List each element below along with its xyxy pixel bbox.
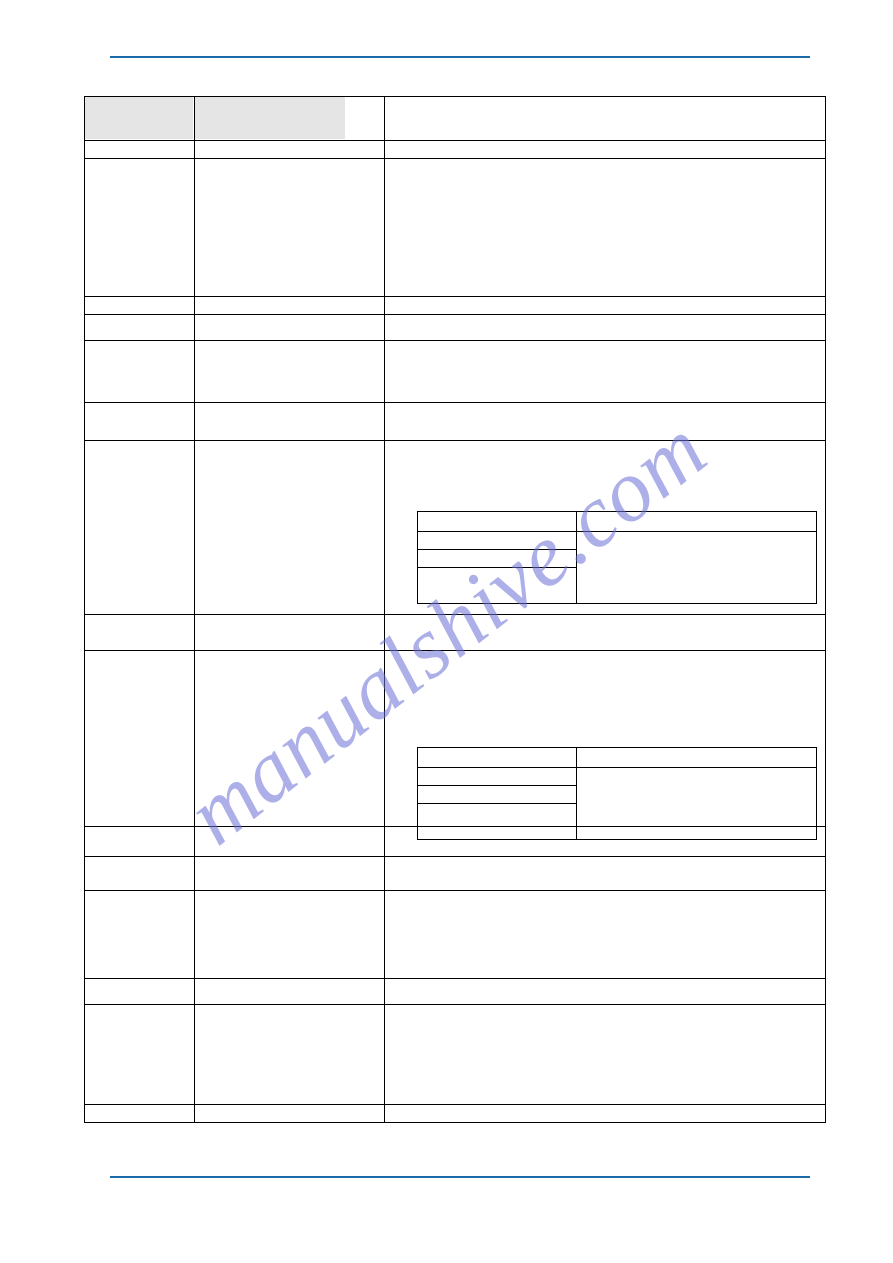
- table-row: [85, 891, 826, 979]
- footer-rule: [110, 1176, 810, 1178]
- table-row: [85, 979, 826, 1005]
- inner-table-1: [417, 511, 817, 604]
- table-row: [85, 651, 826, 827]
- table-row: [85, 315, 826, 341]
- table-row: [85, 341, 826, 403]
- table-row: [85, 297, 826, 315]
- header-rule: [110, 56, 810, 58]
- table-row: [85, 403, 826, 441]
- table-row: [85, 441, 826, 615]
- table-row: [85, 615, 826, 651]
- table-row: [85, 1005, 826, 1105]
- main-table: [84, 96, 826, 1123]
- table-row: [85, 97, 826, 141]
- table-row: [85, 857, 826, 891]
- table-row: [85, 1105, 826, 1123]
- table-row: [85, 159, 826, 297]
- page: manualshive.com: [0, 0, 893, 1263]
- table-row: [85, 141, 826, 159]
- inner-table-2: [417, 747, 817, 840]
